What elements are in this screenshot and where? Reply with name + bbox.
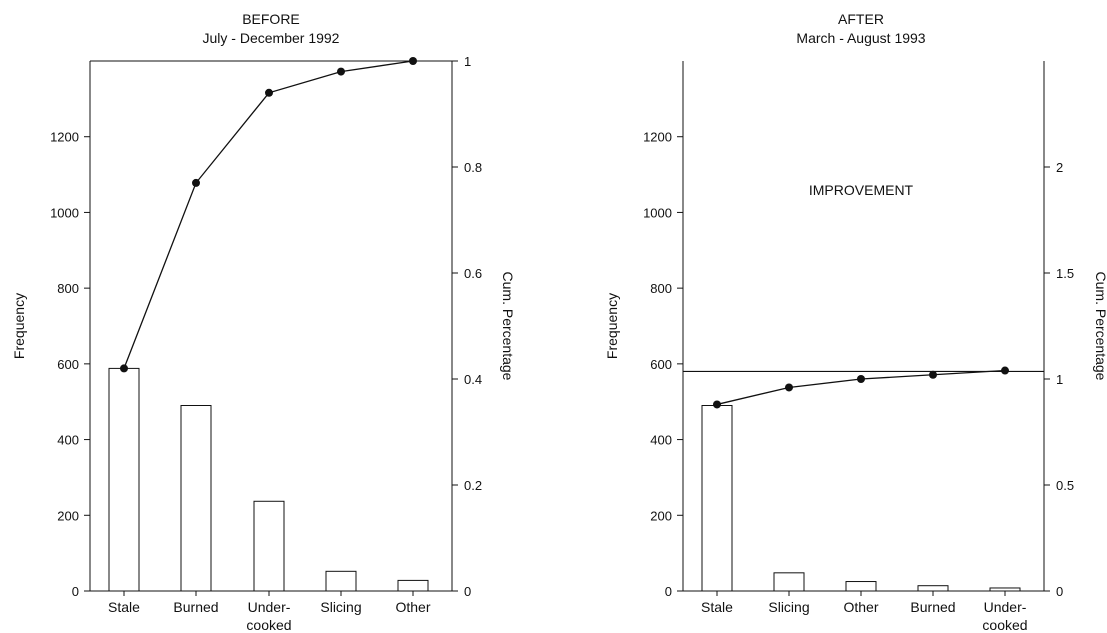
y-tick-label: 1000 (643, 205, 672, 220)
y-tick-label: 200 (650, 508, 672, 523)
bar-other (845, 581, 877, 592)
y-tick-label: 1200 (643, 130, 672, 145)
y-axis-label: Frequency (11, 293, 27, 359)
y2-axis-label: Cum. Percentage (1093, 272, 1107, 381)
category-label-stale: Stale (108, 599, 140, 615)
category-label-under-cooked: Under-cooked (246, 599, 291, 633)
y2-tick-label: 2 (1056, 160, 1063, 175)
y2-tick-label: 1 (1056, 372, 1063, 387)
cumulative-point-stale (713, 400, 721, 409)
y-tick-label: 600 (650, 357, 672, 372)
bar-under-cooked (989, 587, 1021, 592)
before-chart-panel: BEFORE July - December 1992 0 200 400 600 800 1… (11, 11, 516, 633)
bar-burned (917, 585, 949, 592)
annotation-text: IMPROVEMENT (809, 182, 914, 198)
y-tick-label: 1200 (50, 130, 79, 145)
y2-tick-label: 0.8 (464, 160, 482, 175)
y2-tick-label: 1.5 (1056, 266, 1074, 281)
bar-other (397, 579, 429, 592)
bar-slicing (773, 572, 805, 592)
y2-tick-label: 1 (464, 54, 471, 69)
cumulative-point-burned (929, 370, 937, 379)
category-label-stale: Stale (701, 599, 733, 615)
y-tick-label: 600 (57, 357, 79, 372)
chart-title: AFTER (838, 11, 884, 27)
y-tick-label: 800 (650, 281, 672, 296)
category-label-burned: Burned (173, 599, 218, 615)
y2-tick-label: 0 (464, 584, 471, 599)
y2-tick-label: 0 (1056, 584, 1063, 599)
chart-subtitle: March - August 1993 (796, 30, 925, 46)
y2-tick-label: 0.4 (464, 372, 482, 387)
y2-axis-label: Cum. Percentage (500, 272, 516, 381)
y2-tick-label: 0.6 (464, 266, 482, 281)
y2-tick-label: 0.5 (1056, 478, 1074, 493)
y-tick-label: 0 (665, 584, 672, 599)
cumulative-point-other (409, 57, 417, 65)
bar-stale (701, 405, 733, 592)
cumulative-point-under-cooked (1001, 366, 1009, 375)
cumulative-line (123, 60, 414, 369)
chart-title: BEFORE (242, 11, 300, 27)
bar-slicing (325, 570, 357, 592)
y-axis-label: Frequency (604, 293, 620, 359)
y-tick-label: 200 (57, 508, 79, 523)
category-label-slicing: Slicing (320, 599, 361, 615)
y-tick-label: 0 (72, 584, 79, 599)
cumulative-point-other (857, 375, 865, 383)
y2-tick-label: 0.2 (464, 478, 482, 493)
chart-subtitle: July - December 1992 (203, 30, 340, 46)
cumulative-point-under-cooked (265, 88, 273, 97)
category-label-other: Other (395, 599, 430, 615)
bar-burned (180, 405, 212, 592)
category-label-slicing: Slicing (768, 599, 809, 615)
y-tick-label: 800 (57, 281, 79, 296)
cumulative-point-slicing (337, 67, 345, 76)
cumulative-point-stale (120, 364, 128, 373)
y-tick-label: 1000 (50, 205, 79, 220)
bar-under-cooked (253, 500, 285, 592)
cumulative-point-burned (192, 178, 200, 187)
bar-stale (108, 367, 140, 592)
category-label-burned: Burned (910, 599, 955, 615)
category-label-other: Other (843, 599, 878, 615)
cumulative-point-slicing (785, 383, 793, 392)
y-tick-label: 400 (57, 433, 79, 448)
y-tick-label: 400 (650, 433, 672, 448)
category-label-under-cooked: Under-cooked (982, 599, 1027, 633)
